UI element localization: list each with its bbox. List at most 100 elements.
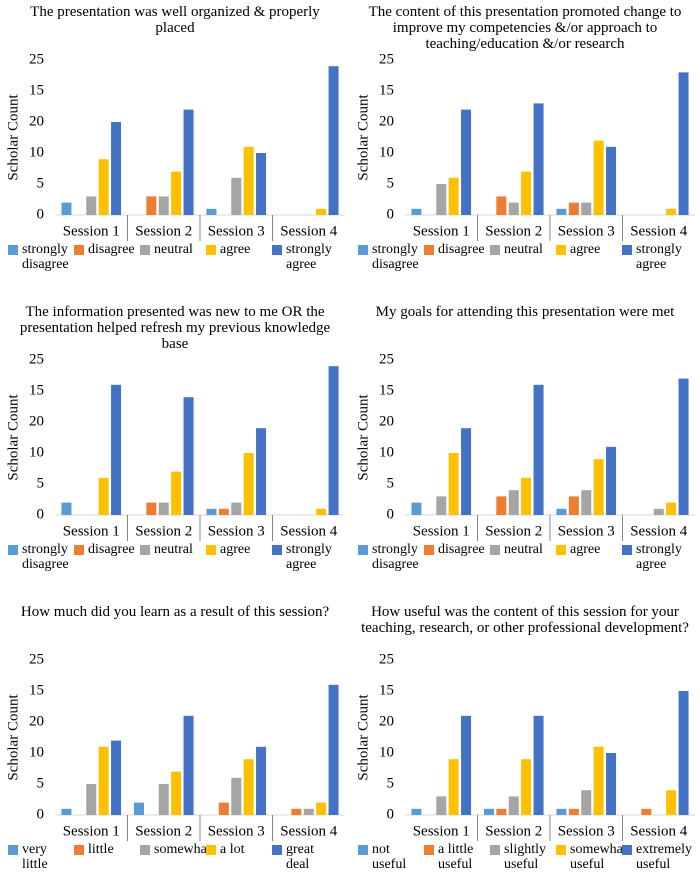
bar [568,202,579,215]
y-tick-label: 20 [29,413,44,429]
bar [316,802,327,815]
legend-label: extremely useful [636,842,692,872]
y-axis-label: Scholar Count [355,694,371,781]
y-tick-label: 15 [29,682,44,698]
legend-item: neutral [140,242,206,272]
bar [231,502,242,515]
y-axis-label: Scholar Count [5,694,21,781]
bar [461,109,472,215]
bar [606,446,617,515]
bar [328,684,339,815]
legend-label: strongly disagree [372,542,419,572]
y-tick-label: 10 [29,144,44,160]
legend-item: extremely useful [622,842,692,872]
bar [328,366,339,515]
bar [556,208,567,215]
legend-item: agree [556,542,622,572]
legend-label: strongly disagree [22,542,69,572]
bar [581,490,592,515]
legend-swatch [140,245,150,255]
y-tick-label: 5 [387,475,395,491]
y-tick-label: 15 [379,82,394,98]
chart-title: How much did you learn as a result of th… [20,604,330,620]
chart-panel: The information presented was new to me … [0,300,350,595]
chart: Scholar Count 0 5 10 20 15 25 Session 1 Session … [5,51,345,241]
bar [231,777,242,815]
legend-label: great deal [286,842,314,872]
y-tick-label: 25 [379,51,394,67]
legend: strongly disagree disagree neutral agree str… [358,542,688,572]
chart-title: The presentation was well organized & pr… [30,4,320,36]
legend-label: somewhat useful [570,842,627,872]
bar [316,508,327,515]
bar [461,715,472,815]
bar [461,428,472,515]
x-tick-label: Session 1 [413,223,470,239]
legend-label: agree [570,242,601,257]
bar [98,159,109,215]
chart-title: The information presented was new to me … [19,304,331,352]
bar [593,459,604,515]
legend-label: disagree [438,542,485,557]
legend-item: agree [206,542,272,572]
legend-swatch [74,245,84,255]
legend-swatch [490,845,500,855]
bar [666,502,677,515]
legend-swatch [206,545,216,555]
bar [171,471,182,515]
bar [411,808,422,815]
y-tick-label: 5 [387,175,395,191]
legend-swatch [8,245,18,255]
legend-item: somewhat [140,842,211,872]
chart-title: The content of this presentation promote… [368,4,682,52]
legend-label: neutral [504,242,543,257]
x-tick-label: Session 2 [135,523,192,539]
chart-panel: The content of this presentation promote… [350,0,700,295]
y-tick-label: 0 [387,506,395,522]
bar [111,740,122,815]
legend-item: disagree [74,542,140,572]
bar [243,146,254,215]
legend-item: agree [206,242,272,272]
x-tick-label: Session 2 [135,223,192,239]
x-tick-label: Session 1 [63,523,120,539]
legend-swatch [622,845,632,855]
y-tick-label: 10 [29,744,44,760]
legend-label: somewhat [154,842,211,857]
y-tick-label: 25 [29,651,44,667]
y-tick-label: 20 [379,713,394,729]
y-tick-label: 5 [37,175,45,191]
bar [256,428,267,515]
bar [448,453,459,515]
chart-panel: How much did you learn as a result of th… [0,600,350,880]
legend-item: disagree [424,242,490,272]
legend-item: strongly disagree [8,242,74,272]
x-tick-label: Session 1 [63,223,120,239]
bar [581,202,592,215]
bar [316,208,327,215]
legend-label: disagree [438,242,485,257]
legend: very little little somewhat a lot great deal [8,842,338,872]
bar [508,796,519,815]
legend-label: neutral [154,242,193,257]
bar [533,103,544,215]
legend-label: little [88,842,114,857]
legend-swatch [358,545,368,555]
chart: Scholar Count 0 5 10 20 15 25 Session 1 Session … [355,651,695,841]
bar [496,196,507,215]
legend-label: strongly agree [286,542,332,572]
legend-swatch [140,545,150,555]
legend-label: agree [220,242,251,257]
x-tick-label: Session 3 [558,223,615,239]
bar [231,177,242,215]
y-tick-label: 15 [379,682,394,698]
bar [666,208,677,215]
y-axis-label: Scholar Count [5,94,21,181]
chart: Scholar Count 0 5 10 20 15 25 Session 1 Session … [5,651,345,841]
bar [206,508,217,515]
bar [328,66,339,215]
bar [183,397,194,515]
y-tick-label: 25 [379,651,394,667]
bar [86,196,97,215]
legend-label: not useful [372,842,407,872]
